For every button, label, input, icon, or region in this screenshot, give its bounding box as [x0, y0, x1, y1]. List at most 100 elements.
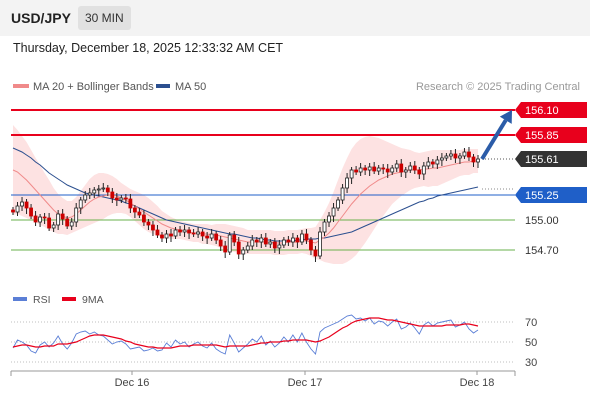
- candle: [245, 245, 250, 251]
- candle: [69, 221, 74, 227]
- candle: [462, 151, 467, 157]
- resistance-level-label: 155.85: [525, 130, 559, 142]
- candle: [214, 233, 219, 241]
- rsi-tick-label: 50: [525, 337, 537, 349]
- candle: [304, 233, 309, 241]
- candle: [453, 153, 458, 159]
- candle: [20, 201, 24, 207]
- candle: [254, 239, 259, 243]
- legend-rsi-swatch: [13, 297, 27, 301]
- x-tick-label: Dec 16: [115, 377, 150, 389]
- candle: [322, 221, 327, 233]
- candle: [408, 165, 413, 171]
- candle: [29, 207, 33, 217]
- legend-9ma-swatch: [62, 297, 76, 301]
- resistance-level-label-tag: [515, 102, 587, 118]
- candle: [421, 165, 426, 175]
- candle: [345, 177, 349, 189]
- candle: [114, 197, 119, 201]
- candle: [187, 229, 191, 234]
- candle: [128, 198, 133, 209]
- candle: [155, 229, 160, 236]
- candle: [47, 217, 52, 229]
- candle: [241, 249, 246, 255]
- candle: [336, 199, 340, 209]
- candle: [435, 159, 440, 165]
- candle: [182, 229, 187, 233]
- candle: [263, 237, 268, 245]
- timeframe-badge[interactable]: 30 MIN: [78, 6, 131, 30]
- candle: [385, 168, 390, 173]
- x-axis: Dec 16 Dec 17 Dec 18: [10, 370, 516, 389]
- candle: [403, 169, 408, 173]
- candle: [390, 167, 395, 173]
- candle: [272, 241, 277, 249]
- candle: [259, 237, 264, 243]
- rsi-ma-line: [12, 317, 479, 349]
- candle: [376, 167, 381, 172]
- candle: [223, 245, 228, 253]
- candle: [430, 161, 435, 165]
- candle: [24, 201, 29, 209]
- candle: [83, 194, 88, 201]
- support-level-label: 155.00: [525, 215, 559, 227]
- candle: [164, 233, 169, 239]
- candle: [123, 197, 128, 200]
- candle: [372, 166, 377, 172]
- candle: [209, 233, 214, 239]
- pivot-level-label-tag: [515, 187, 587, 203]
- x-tick-label: Dec 17: [288, 377, 323, 389]
- candle: [458, 155, 462, 159]
- candle: [146, 221, 151, 226]
- candle: [178, 229, 182, 233]
- rsi-tick-label: 70: [525, 317, 537, 329]
- candle: [87, 192, 92, 196]
- forecast-arrow-shaft: [480, 119, 508, 161]
- candle: [318, 231, 322, 257]
- candle: [449, 153, 453, 157]
- candle: [412, 165, 417, 171]
- candle: [65, 218, 70, 227]
- candle: [15, 205, 20, 213]
- price-panel: [11, 109, 515, 264]
- forecast-arrow-head: [499, 110, 512, 124]
- candle: [286, 239, 291, 243]
- candle: [33, 215, 38, 223]
- candle: [340, 187, 345, 201]
- resistance-level-label: 156.10: [525, 105, 559, 117]
- level-labels: 156.10 155.85 155.61 155.25 155.00 154.70: [515, 102, 587, 257]
- legend-rsi-label: RSI: [33, 294, 51, 306]
- candle: [399, 163, 404, 173]
- candle: [268, 241, 273, 245]
- candle: [151, 224, 155, 231]
- candle: [349, 169, 354, 179]
- candle: [105, 187, 110, 193]
- candle: [56, 213, 61, 226]
- candle: [11, 209, 15, 213]
- candle: [92, 189, 97, 194]
- current-price-label-tag: [515, 151, 587, 167]
- candle: [96, 188, 101, 191]
- candle: [169, 233, 173, 237]
- credit-label: Research © 2025 Trading Central: [416, 81, 580, 93]
- candle: [295, 237, 300, 243]
- rsi-line: [12, 314, 479, 355]
- candle: [42, 216, 47, 219]
- resistance-level-label-tag: [515, 127, 587, 143]
- rsi-panel: 70 50 30: [11, 314, 537, 369]
- candle: [38, 216, 42, 223]
- candle: [300, 233, 304, 243]
- candle: [173, 229, 178, 237]
- rsi-tick-label: 30: [525, 357, 537, 369]
- candle: [417, 169, 422, 175]
- candle: [74, 207, 79, 223]
- candle: [205, 235, 210, 239]
- candle: [119, 197, 124, 201]
- candle: [250, 239, 255, 247]
- legend-ma50-label: MA 50: [175, 81, 206, 93]
- candle: [78, 199, 83, 209]
- legend-9ma-label: 9MA: [82, 294, 104, 306]
- candle: [354, 169, 359, 173]
- candle: [367, 166, 372, 171]
- candle: [467, 151, 471, 158]
